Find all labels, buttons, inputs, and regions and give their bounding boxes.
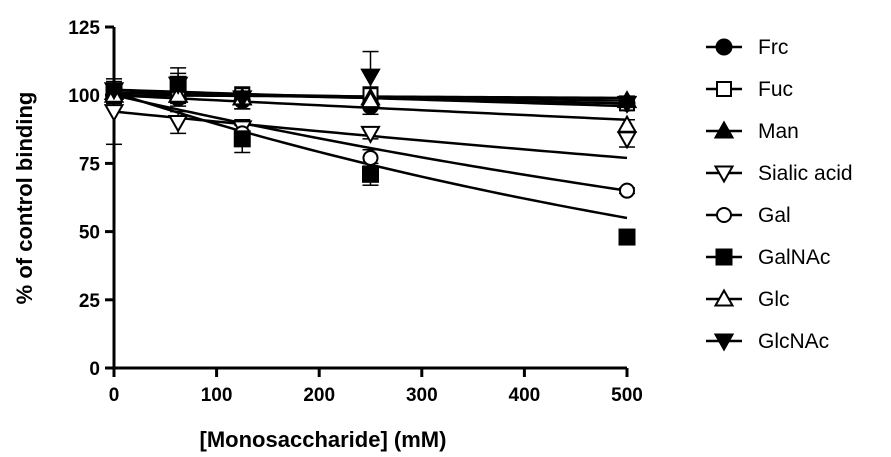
y-tick-label: 75 (79, 154, 101, 175)
legend-item-man: Man (706, 120, 799, 143)
legend-label: GlcNAc (758, 330, 829, 353)
legend-marker-sialic-acid (713, 165, 735, 184)
y-tick-label: 50 (79, 223, 100, 244)
y-tick-label: 125 (68, 18, 100, 39)
data-point-sialic-acid (616, 131, 638, 150)
data-point-glcnac (103, 82, 125, 101)
data-point-gal (362, 149, 379, 166)
legend-label: Sialic acid (758, 162, 853, 185)
x-tick-label: 300 (406, 385, 438, 406)
data-point-glc (616, 114, 638, 133)
legend-item-fuc: Fuc (706, 78, 793, 101)
data-points (103, 68, 638, 246)
x-tick-label: 200 (303, 385, 335, 406)
fit-line-gal (113, 93, 628, 192)
data-point-sialic-acid (360, 125, 381, 144)
y-tick-label: 25 (79, 291, 101, 312)
data-point-glcnac (167, 76, 189, 95)
x-axis-title: [Monosaccharide] (mM) (200, 427, 447, 452)
legend-item-glc: Glc (706, 288, 790, 311)
data-point-galnac (618, 228, 636, 246)
data-point-galnac (233, 130, 251, 148)
legend: Frc Fuc Man Sialic acid Gal GalNAc Glc GlcNAc (706, 36, 853, 353)
legend-item-gal: Gal (706, 204, 791, 227)
legend-item-glcnac: GlcNAc (706, 330, 829, 353)
legend-label: GalNAc (758, 246, 830, 269)
legend-marker-fuc (716, 81, 732, 97)
y-axis-title: % of control binding (12, 92, 37, 305)
x-tick-label: 100 (201, 385, 233, 406)
legend-label: Gal (758, 204, 791, 227)
legend-item-sialic-acid: Sialic acid (706, 162, 853, 185)
legend-marker-frc (715, 38, 733, 56)
legend-marker-galnac (715, 248, 733, 266)
x-tick-label: 500 (611, 385, 643, 406)
x-tick-label: 0 (109, 385, 120, 406)
x-tick-label: 400 (509, 385, 541, 406)
legend-item-frc: Frc (706, 36, 788, 59)
legend-label: Fuc (758, 78, 793, 101)
ticks: 0 25 50 75 100 125 0 100 200 300 400 500 (68, 18, 643, 406)
legend-item-galnac: GalNAc (706, 246, 830, 269)
data-point-gal (619, 182, 635, 199)
y-tick-label: 100 (68, 86, 100, 107)
data-point-sialic-acid (103, 104, 125, 123)
data-point-galnac (362, 165, 379, 183)
legend-marker-glcnac (713, 333, 735, 352)
data-point-sialic-acid (167, 114, 189, 134)
data-point-glcnac (616, 95, 638, 114)
legend-marker-man (713, 120, 735, 139)
data-point-glcnac (360, 68, 381, 87)
legend-marker-glc (713, 288, 735, 307)
legend-label: Glc (758, 288, 790, 311)
y-tick-label: 0 (89, 359, 100, 380)
legend-label: Frc (758, 36, 788, 59)
legend-label: Man (758, 120, 799, 143)
data-point-glcnac (232, 90, 253, 109)
data-point-glc (360, 90, 381, 109)
legend-marker-gal (716, 207, 732, 223)
